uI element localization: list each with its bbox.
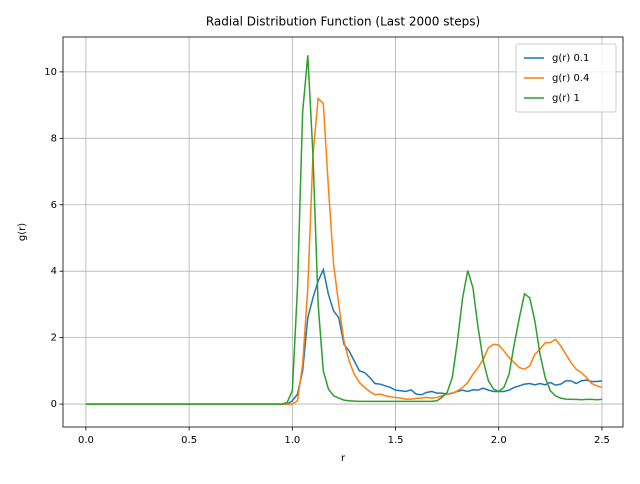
data-line [85, 96, 603, 405]
legend-label: g(r) 0.1 [552, 53, 589, 64]
data-line [85, 55, 602, 405]
x-tick-label: 0.0 [78, 435, 94, 446]
legend-box [515, 43, 617, 113]
y-tick-label: 0 [51, 399, 57, 410]
y-axis-label: g(r) [17, 223, 28, 241]
y-tick-label: 4 [51, 266, 57, 277]
y-tick-label: 10 [44, 67, 57, 78]
y-tick-label: 8 [51, 133, 57, 144]
x-tick-label: 1.5 [388, 435, 404, 446]
chart-title: Radial Distribution Function (Last 2000 … [206, 15, 480, 29]
data-line [85, 267, 603, 405]
legend-label: g(r) 1 [552, 93, 580, 104]
x-tick-label: 0.5 [181, 435, 197, 446]
x-tick-label: 2.0 [491, 435, 507, 446]
y-tick-label: 2 [51, 333, 57, 344]
y-tick-label: 6 [51, 200, 57, 211]
x-tick-label: 1.0 [284, 435, 300, 446]
x-tick-label: 2.5 [594, 435, 610, 446]
x-axis-label: r [341, 453, 346, 464]
plot-frame [62, 36, 624, 428]
legend-label: g(r) 0.4 [552, 73, 589, 84]
